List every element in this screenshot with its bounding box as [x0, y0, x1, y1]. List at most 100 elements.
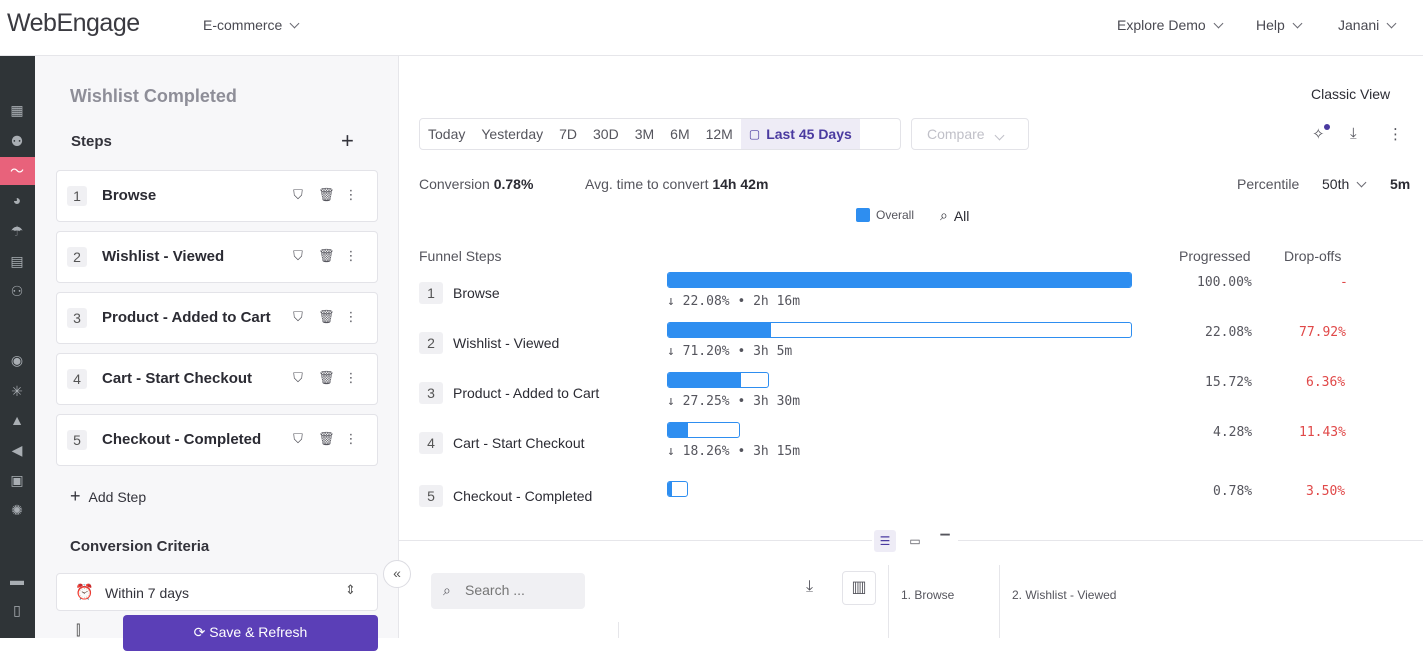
step-card-5[interactable]: 5 Checkout - Completed ⛉ 🗑 ⋮ — [56, 414, 378, 466]
view-density-toggle: ☰ ▭ ▔ — [872, 528, 958, 554]
table-divider — [618, 622, 619, 638]
notification-dot — [1324, 124, 1330, 130]
sparkle-insights-icon[interactable]: ✧ — [1312, 126, 1325, 143]
rocket-icon[interactable]: ▲ — [10, 412, 24, 428]
funnel-sub-text: 22.08% • 2h 16m — [682, 294, 801, 309]
funnel-bar[interactable] — [667, 481, 688, 497]
help-dropdown[interactable]: Help — [1256, 17, 1303, 33]
funnel-bar[interactable] — [667, 422, 740, 438]
user-dropdown[interactable]: Janani — [1338, 17, 1397, 33]
funnel-bar[interactable] — [667, 372, 769, 388]
range-12m[interactable]: 12M — [705, 126, 733, 142]
collapse-panel-button[interactable]: « — [383, 560, 411, 588]
collapsed-view-icon[interactable]: ▔ — [940, 534, 950, 548]
delete-icon[interactable]: 🗑 — [318, 370, 335, 385]
table-divider — [999, 565, 1000, 638]
range-yesterday[interactable]: Yesterday — [481, 126, 544, 142]
save-refresh-button[interactable]: ⟳ Save & Refresh — [123, 615, 378, 651]
legend-all-search[interactable]: ⌕ All — [940, 207, 969, 224]
device-icon[interactable]: ▯ — [13, 601, 21, 618]
classic-view-link[interactable]: Classic View — [1311, 86, 1391, 102]
delete-icon[interactable]: 🗑 — [318, 309, 335, 324]
billing-icon[interactable]: ▬ — [10, 572, 24, 588]
hub-icon[interactable]: ✳ — [11, 382, 23, 399]
avg-time-label: Avg. time to convert — [585, 176, 709, 192]
percentile-value: 50th — [1322, 176, 1350, 192]
funnel-bar-fill — [668, 273, 1131, 287]
funnel-bar[interactable] — [667, 322, 1132, 338]
chevron-down-icon — [289, 18, 300, 28]
refresh-icon: ⟳ — [193, 624, 206, 640]
range-custom-active[interactable]: ▢ Last 45 Days — [740, 119, 860, 149]
funnel-step-number: 3 — [419, 382, 443, 404]
delete-icon[interactable]: 🗑 — [318, 187, 335, 202]
search-input[interactable] — [465, 582, 575, 598]
columns-icon[interactable]: ▥ — [842, 571, 876, 605]
more-vertical-icon[interactable]: ⋮ — [344, 187, 358, 202]
avg-time-value: 14h 42m — [712, 176, 769, 192]
percentile-dropdown[interactable]: 50th — [1322, 176, 1367, 192]
filter-icon[interactable]: ⛉ — [293, 248, 303, 263]
more-vertical-icon[interactable]: ⋮ — [344, 309, 358, 324]
legend-overall[interactable]: Overall — [856, 208, 914, 222]
explore-demo-dropdown[interactable]: Explore Demo — [1117, 17, 1224, 33]
funnel-step-number: 2 — [419, 332, 443, 354]
expanded-view-icon[interactable]: ☰ — [874, 530, 896, 552]
user-name: Janani — [1338, 17, 1380, 33]
conversion-window-select[interactable]: ⏰ Within 7 days ⇕ — [56, 573, 378, 611]
rail-active-indicator — [0, 157, 35, 185]
compare-dropdown[interactable]: Compare — [911, 118, 1029, 150]
persona-icon[interactable]: ⚇ — [10, 282, 24, 299]
left-panel — [35, 56, 399, 638]
pie-chart-icon[interactable]: ◕ — [12, 192, 22, 208]
project-dropdown[interactable]: E-commerce — [203, 17, 300, 33]
delete-icon[interactable]: 🗑 — [318, 431, 335, 446]
table-column-header[interactable]: 2. Wishlist - Viewed — [1012, 588, 1117, 602]
funnel-icon[interactable]: ☂ — [10, 222, 24, 239]
panel-toggle-icon[interactable]: ⫿ — [76, 622, 81, 638]
conversion-value: 0.78% — [493, 176, 534, 192]
conversion-label: Conversion — [419, 176, 490, 192]
chevron-down-icon — [1292, 18, 1303, 28]
progressed-value: 100.00% — [1197, 275, 1252, 290]
range-6m[interactable]: 6M — [670, 126, 690, 142]
progressed-value: 0.78% — [1213, 484, 1253, 499]
range-7d[interactable]: 7D — [559, 126, 578, 142]
analytics-icon[interactable]: 〜 — [10, 163, 24, 179]
more-vertical-icon[interactable]: ⋮ — [344, 370, 358, 385]
range-today[interactable]: Today — [428, 126, 466, 142]
add-step-button[interactable]: + Add Step — [70, 486, 146, 507]
more-vertical-icon[interactable]: ⋮ — [1388, 126, 1403, 143]
step-card-1[interactable]: 1 Browse ⛉ 🗑 ⋮ — [56, 170, 378, 222]
table-column-header[interactable]: 1. Browse — [901, 588, 955, 602]
download-icon[interactable]: ⤓ — [1350, 125, 1357, 142]
add-step-plus-icon[interactable]: + — [341, 128, 354, 153]
funnel-bar-fill — [668, 373, 742, 387]
users-icon[interactable]: ⚉ — [10, 132, 24, 149]
bug-icon[interactable]: ✺ — [11, 501, 23, 518]
delete-icon[interactable]: 🗑 — [318, 248, 335, 263]
step-card-3[interactable]: 3 Product - Added to Cart ⛉ 🗑 ⋮ — [56, 292, 378, 344]
webengage-logo[interactable]: WebEngage — [7, 9, 140, 37]
page-title[interactable]: Wishlist Completed — [70, 86, 237, 106]
step-card-2[interactable]: 2 Wishlist - Viewed ⛉ 🗑 ⋮ — [56, 231, 378, 283]
compact-view-icon[interactable]: ▭ — [909, 534, 921, 548]
megaphone-icon[interactable]: ◀ — [11, 441, 23, 458]
filter-icon[interactable]: ⛉ — [293, 309, 303, 324]
more-vertical-icon[interactable]: ⋮ — [344, 248, 358, 263]
report-icon[interactable]: ▣ — [10, 471, 24, 488]
filter-icon[interactable]: ⛉ — [293, 370, 303, 385]
folder-icon[interactable]: ▤ — [10, 252, 24, 269]
eye-icon[interactable]: ◉ — [10, 351, 24, 368]
filter-icon[interactable]: ⛉ — [293, 431, 303, 446]
chevron-down-icon — [1356, 177, 1367, 187]
dashboard-icon[interactable]: ▦ — [10, 101, 24, 118]
filter-icon[interactable]: ⛉ — [293, 187, 303, 202]
more-vertical-icon[interactable]: ⋮ — [344, 431, 358, 446]
step-card-4[interactable]: 4 Cart - Start Checkout ⛉ 🗑 ⋮ — [56, 353, 378, 405]
table-search[interactable]: ⌕ — [431, 573, 585, 609]
range-30d[interactable]: 30D — [593, 126, 619, 142]
funnel-bar[interactable] — [667, 272, 1132, 288]
range-3m[interactable]: 3M — [634, 126, 655, 142]
download-icon[interactable]: ⤓ — [806, 578, 814, 595]
